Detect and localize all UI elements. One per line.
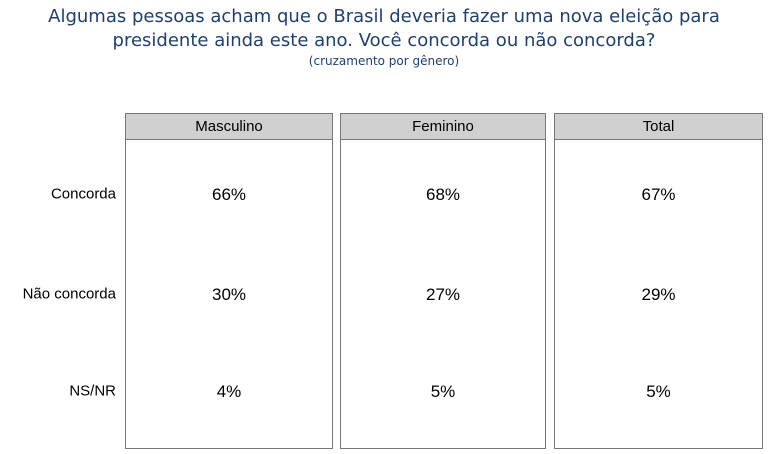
cell-value: 30% xyxy=(211,285,247,304)
row-label: Concorda xyxy=(50,185,116,203)
title-line: presidente ainda este ano. Você concorda… xyxy=(112,30,656,51)
cell-value: 27% xyxy=(425,285,461,304)
cell-value: 68% xyxy=(425,185,461,204)
subtitle: (cruzamento por gênero) xyxy=(308,54,460,68)
column-header: Masculino xyxy=(126,114,332,140)
cell-value: 5% xyxy=(430,382,456,401)
cell-value: 66% xyxy=(211,185,247,204)
table-column: Feminino 68% 27% 5% xyxy=(340,113,546,449)
title-line: Algumas pessoas acham que o Brasil dever… xyxy=(48,6,720,27)
row-label: NS/NR xyxy=(69,382,116,400)
column-header: Feminino xyxy=(341,114,545,140)
cell-value: 4% xyxy=(216,382,242,401)
table-column: Masculino 66% 30% 4% xyxy=(125,113,333,449)
cell-value: 67% xyxy=(641,185,676,204)
table-column: Total 67% 29% 5% xyxy=(554,113,763,449)
column-header: Total xyxy=(555,114,762,140)
cell-value: 29% xyxy=(641,285,676,304)
cell-value: 5% xyxy=(646,382,671,401)
row-label: Não concorda xyxy=(22,285,116,303)
